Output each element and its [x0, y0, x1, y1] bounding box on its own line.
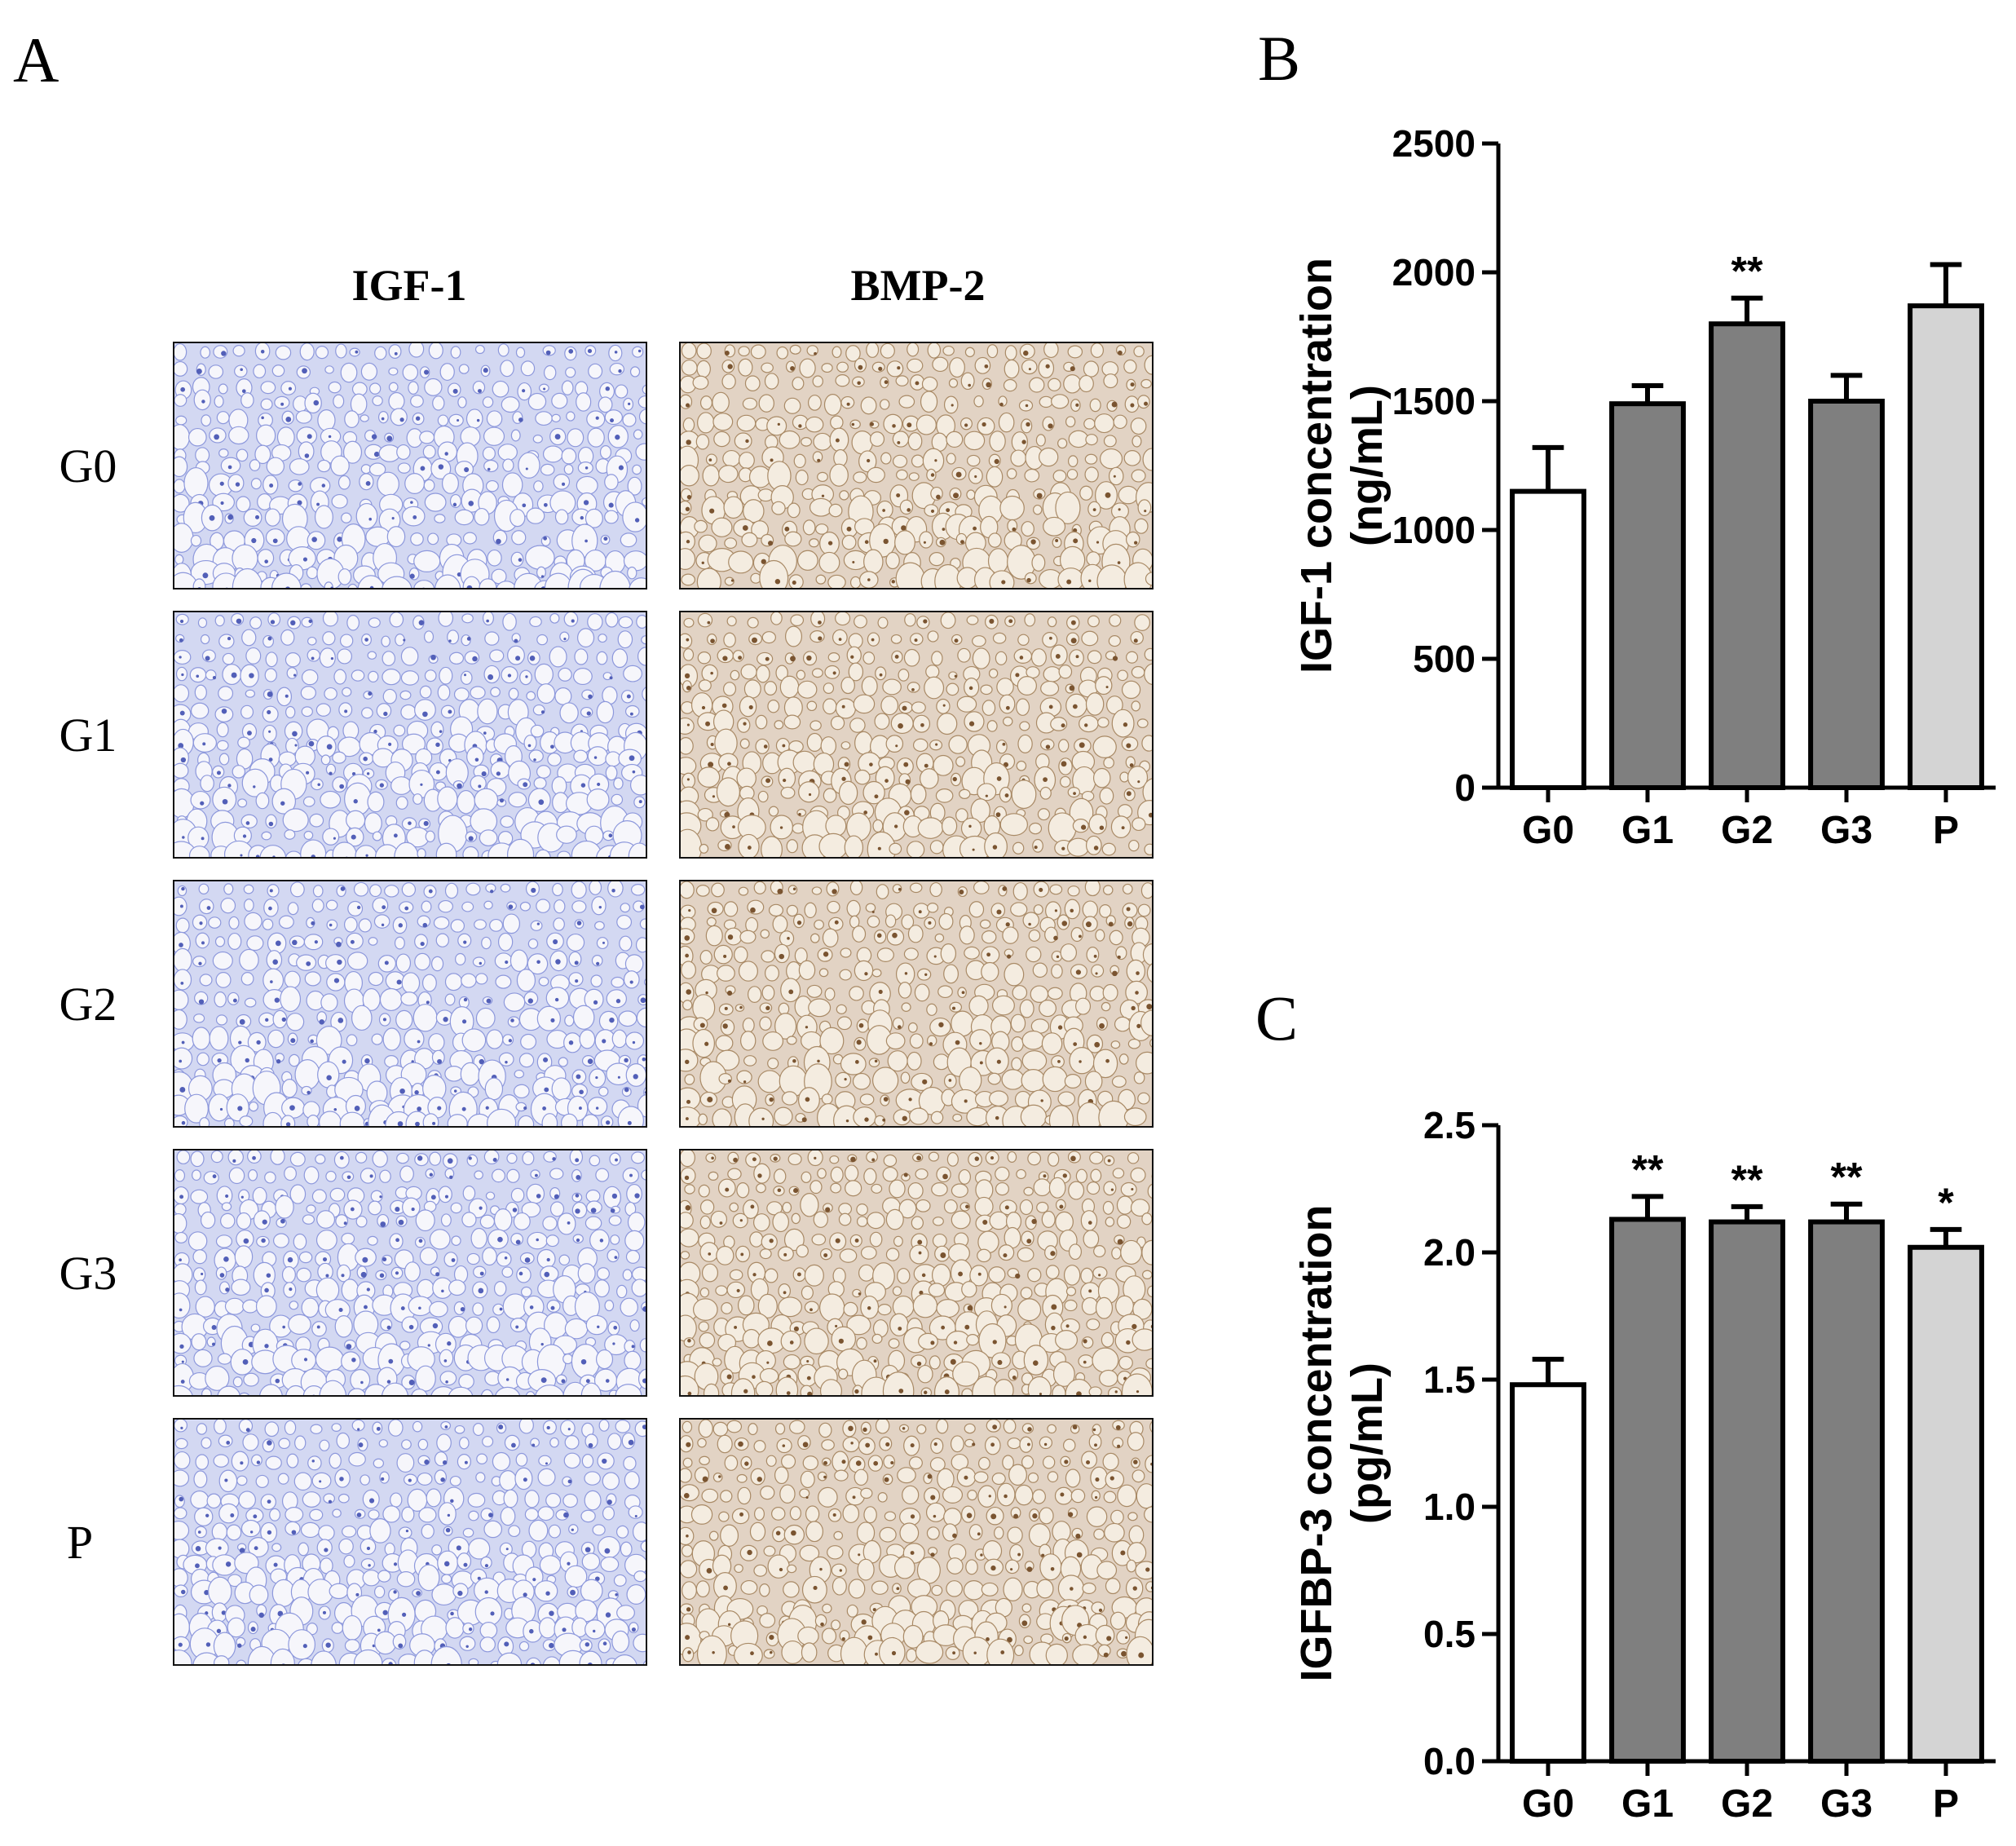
column-header-igf1: IGF-1	[352, 261, 467, 310]
chart-c-ytick-label: 2.5	[1423, 1104, 1476, 1146]
chart-c-ylabel-unit: (pg/mL)	[1343, 1362, 1392, 1524]
chart-c-bar-g2	[1709, 1219, 1785, 1764]
chart-b-xtick-label-g2: G2	[1721, 809, 1773, 852]
chart-c-xtick-label-g2: G2	[1721, 1782, 1773, 1826]
chart-b-xtick-label-p: P	[1933, 809, 1959, 852]
chart-b-significance-g2: **	[1731, 249, 1763, 294]
chart-c-xtick-label-p: P	[1933, 1782, 1959, 1826]
micrograph-igf1-g1	[173, 611, 647, 859]
chart-c-ytick-label: 0.5	[1423, 1613, 1476, 1655]
row-label-g3: G3	[60, 1247, 117, 1300]
chart-b-xtick-label-g3: G3	[1820, 809, 1873, 852]
chart-c-significance-g2: **	[1731, 1157, 1763, 1203]
chart-c-ytick-label: 1.0	[1423, 1486, 1476, 1528]
chart-b-bar-g2	[1709, 321, 1785, 790]
row-label-g0: G0	[60, 439, 117, 492]
micrograph-bmp2-g2	[679, 880, 1154, 1128]
micrograph-bmp2-g0	[679, 342, 1154, 590]
chart-c-ytick-label: 1.5	[1423, 1358, 1476, 1401]
row-label-p: P	[67, 1516, 93, 1569]
chart-b-bar-p	[1908, 303, 1984, 790]
panel-b: B 0 500 1000 1500 2000 2500 IGF-1 concentratio…	[1258, 23, 1996, 852]
panel-b-letter: B	[1258, 23, 1300, 94]
chart-c-bar-p	[1908, 1244, 1984, 1764]
chart-c-xtick-label-g0: G0	[1522, 1782, 1574, 1826]
micrograph-bmp2-g1	[679, 611, 1154, 859]
chart-b-ytick-label: 1500	[1392, 380, 1476, 422]
chart-c-significance-p: *	[1938, 1180, 1954, 1226]
chart-c-bar-g3	[1808, 1219, 1885, 1764]
chart-b-bar-g1	[1609, 401, 1686, 790]
micrograph-igf1-g3	[173, 1149, 647, 1397]
chart-b-ytick-label: 500	[1413, 638, 1476, 680]
chart-c-ytick-label: 2.0	[1423, 1231, 1476, 1274]
chart-c-xtick-label-g1: G1	[1621, 1782, 1674, 1826]
chart-c-bar-g0	[1510, 1382, 1586, 1764]
chart-b-xtick-label-g0: G0	[1522, 809, 1574, 852]
chart-c-ylabel: IGFBP-3 concentration	[1292, 1204, 1341, 1681]
panel-a-letter: A	[13, 24, 59, 95]
micrograph-grid: G0 G1 G2 G3 P	[60, 342, 1154, 1666]
chart-b-ytick-label: 2000	[1392, 251, 1476, 294]
panel-c-letter: C	[1255, 983, 1298, 1053]
chart-b-ytick-label: 2500	[1392, 122, 1476, 165]
chart-igf1-concentration: 0 500 1000 1500 2000 2500 IGF-1 concentration(…	[1292, 122, 1996, 852]
micrograph-igf1-p	[173, 1418, 647, 1666]
chart-b-ylabel-unit: (ng/mL)	[1343, 385, 1392, 546]
chart-b-ytick-label: 1000	[1392, 509, 1476, 551]
chart-c-significance-g1: **	[1632, 1146, 1664, 1192]
chart-c-ytick-label: 0.0	[1423, 1740, 1476, 1782]
chart-b-bar-g0	[1510, 488, 1586, 790]
chart-b-bar-g3	[1808, 399, 1885, 790]
panel-c: C 0.0 0.5 1.0 1.5 2.0 2.5 IGFBP-3 concentratio…	[1255, 983, 1996, 1826]
chart-igfbp3-concentration: 0.0 0.5 1.0 1.5 2.0 2.5 IGFBP-3 concentration(…	[1292, 1104, 1996, 1826]
micrograph-igf1-g0	[173, 342, 647, 590]
micrograph-bmp2-g3	[679, 1149, 1154, 1397]
chart-b-ylabel: IGF-1 concentration	[1292, 258, 1341, 673]
micrograph-igf1-g2	[173, 880, 647, 1128]
row-label-g2: G2	[60, 978, 117, 1031]
row-label-g1: G1	[60, 709, 117, 762]
column-header-bmp2: BMP-2	[851, 261, 986, 310]
chart-b-ytick-label: 0	[1454, 766, 1476, 809]
chart-c-xtick-label-g3: G3	[1820, 1782, 1873, 1826]
panel-a: A IGF-1 BMP-2 G0 G1 G2 G3 P	[13, 24, 1154, 1666]
chart-c-significance-g3: **	[1831, 1155, 1863, 1200]
chart-b-xtick-label-g1: G1	[1621, 809, 1674, 852]
chart-c-bar-g1	[1609, 1217, 1686, 1764]
micrograph-bmp2-p	[679, 1418, 1154, 1666]
